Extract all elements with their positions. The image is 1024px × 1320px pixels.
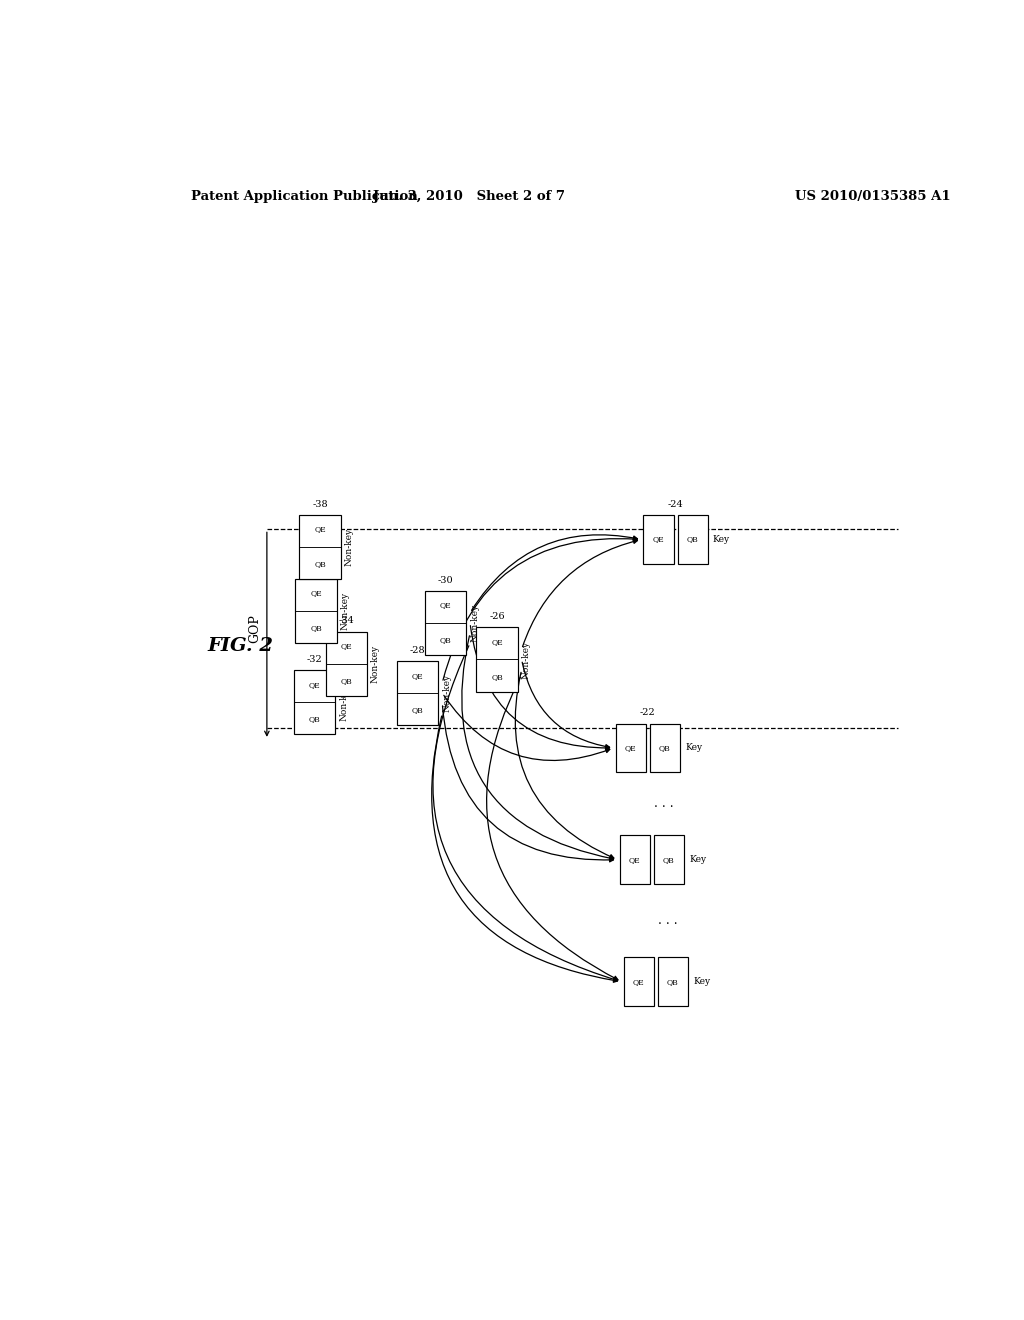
Text: QB: QB [492,673,503,681]
Text: QE: QE [439,602,452,610]
Text: Non-key: Non-key [371,644,380,682]
Text: -30: -30 [437,576,454,585]
Text: QE: QE [633,978,644,986]
FancyBboxPatch shape [657,957,688,1006]
Text: QE: QE [310,590,322,598]
Text: . . .: . . . [654,797,674,810]
FancyBboxPatch shape [615,723,646,772]
Text: -26: -26 [489,612,505,622]
FancyBboxPatch shape [296,578,337,643]
Text: US 2010/0135385 A1: US 2010/0135385 A1 [795,190,950,202]
Text: QB: QB [340,677,352,685]
Text: Key: Key [693,977,711,986]
FancyArrowPatch shape [522,663,609,748]
FancyArrowPatch shape [470,626,609,750]
Text: Non-key: Non-key [345,528,353,566]
Text: QE: QE [492,638,503,647]
Text: Key: Key [713,535,730,544]
Text: QB: QB [314,560,326,568]
Text: FIG. 2: FIG. 2 [207,638,273,655]
FancyArrowPatch shape [522,540,637,647]
FancyBboxPatch shape [678,515,708,564]
Text: Non-key: Non-key [470,603,479,642]
FancyArrowPatch shape [486,677,617,979]
Text: -32: -32 [306,655,323,664]
Text: QE: QE [314,525,326,533]
Text: QE: QE [340,643,352,651]
FancyBboxPatch shape [620,836,650,884]
FancyBboxPatch shape [326,631,367,696]
Text: QB: QB [667,978,679,986]
FancyBboxPatch shape [476,627,518,692]
FancyBboxPatch shape [653,836,684,884]
FancyBboxPatch shape [294,671,335,734]
Text: QE: QE [652,536,665,544]
Text: Non-key: Non-key [341,591,349,630]
FancyBboxPatch shape [397,661,438,725]
FancyBboxPatch shape [643,515,674,564]
Text: QB: QB [659,744,671,752]
Text: Jun. 3, 2010   Sheet 2 of 7: Jun. 3, 2010 Sheet 2 of 7 [373,190,565,202]
FancyArrowPatch shape [433,645,617,981]
Text: Key: Key [689,855,707,865]
FancyArrowPatch shape [432,715,617,982]
FancyBboxPatch shape [650,723,680,772]
Text: -36: -36 [308,564,324,573]
Text: Non-key: Non-key [442,675,452,711]
Text: Patent Application Publication: Patent Application Publication [191,190,418,202]
Text: QB: QB [663,855,675,863]
FancyArrowPatch shape [443,696,609,760]
FancyBboxPatch shape [425,591,466,655]
Text: -28: -28 [410,645,425,655]
FancyArrowPatch shape [462,636,613,861]
Text: QB: QB [308,715,321,723]
Text: Non-key: Non-key [339,684,348,721]
Text: QB: QB [439,636,452,644]
FancyArrowPatch shape [471,535,637,610]
Text: -38: -38 [312,499,328,508]
FancyArrowPatch shape [443,537,637,680]
Text: Key: Key [685,743,702,752]
Text: -34: -34 [338,616,354,626]
FancyArrowPatch shape [442,706,613,862]
FancyArrowPatch shape [515,672,613,858]
Text: -24: -24 [668,500,683,510]
Text: GOP: GOP [249,615,261,643]
Text: QE: QE [625,744,637,752]
Text: QB: QB [412,706,424,714]
Text: QE: QE [629,855,641,863]
FancyBboxPatch shape [624,957,653,1006]
Text: . . .: . . . [657,915,678,927]
Text: Non-key: Non-key [521,640,530,678]
FancyBboxPatch shape [299,515,341,578]
Text: QB: QB [310,624,322,632]
Text: QE: QE [412,672,424,680]
Text: QB: QB [687,536,698,544]
Text: -22: -22 [640,709,655,718]
Text: QE: QE [308,681,321,689]
